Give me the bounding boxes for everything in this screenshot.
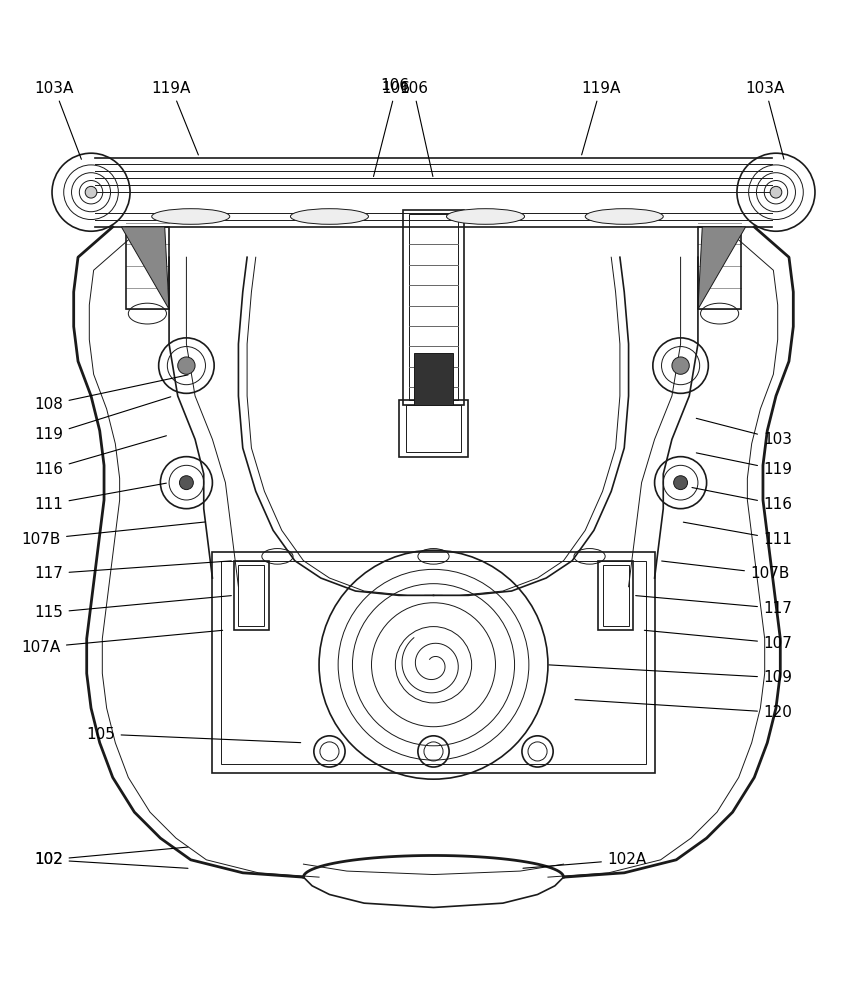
Polygon shape (698, 227, 746, 309)
Text: 102A: 102A (523, 852, 646, 868)
Bar (409, 214, 458, 400)
Bar (238, 565, 264, 626)
Text: 111: 111 (35, 483, 166, 512)
Text: 102: 102 (35, 852, 188, 868)
Text: 111: 111 (683, 522, 792, 547)
Text: 119A: 119A (581, 81, 620, 155)
Polygon shape (121, 227, 169, 309)
Text: 117: 117 (636, 596, 792, 616)
Text: 103: 103 (696, 418, 792, 447)
Ellipse shape (290, 209, 368, 224)
Text: 119: 119 (696, 453, 792, 477)
Bar (406, 405, 461, 452)
Text: 106: 106 (374, 81, 410, 177)
Text: 102: 102 (35, 847, 188, 867)
Bar (603, 565, 629, 626)
Bar (403, 210, 464, 405)
Bar (698, 227, 741, 309)
Text: 106: 106 (380, 78, 409, 93)
Bar (414, 353, 453, 405)
Text: 116: 116 (35, 436, 166, 477)
Text: 115: 115 (35, 596, 231, 620)
Text: 117: 117 (35, 561, 231, 581)
Bar (598, 561, 633, 630)
Bar (126, 227, 169, 309)
Text: 105: 105 (87, 727, 301, 743)
Ellipse shape (152, 209, 230, 224)
Text: 109: 109 (549, 665, 792, 685)
Text: 103A: 103A (35, 81, 81, 159)
Circle shape (178, 357, 195, 374)
Text: 106: 106 (399, 81, 433, 176)
Circle shape (770, 186, 782, 198)
Text: 116: 116 (692, 488, 792, 512)
Text: 107B: 107B (22, 522, 205, 547)
Bar (399, 400, 468, 457)
Circle shape (179, 476, 193, 490)
Circle shape (85, 186, 97, 198)
Text: 108: 108 (35, 375, 188, 412)
Ellipse shape (447, 209, 525, 224)
Circle shape (672, 357, 689, 374)
Text: 119: 119 (35, 397, 171, 442)
Bar (221, 561, 646, 764)
Text: 107A: 107A (22, 630, 223, 655)
Text: 107: 107 (644, 630, 792, 651)
Bar (212, 552, 655, 773)
Text: 107B: 107B (662, 561, 789, 581)
Text: 119A: 119A (152, 81, 199, 155)
Text: 103A: 103A (746, 81, 785, 159)
Bar (234, 561, 269, 630)
Text: 120: 120 (575, 700, 792, 720)
Circle shape (674, 476, 688, 490)
Ellipse shape (585, 209, 663, 224)
